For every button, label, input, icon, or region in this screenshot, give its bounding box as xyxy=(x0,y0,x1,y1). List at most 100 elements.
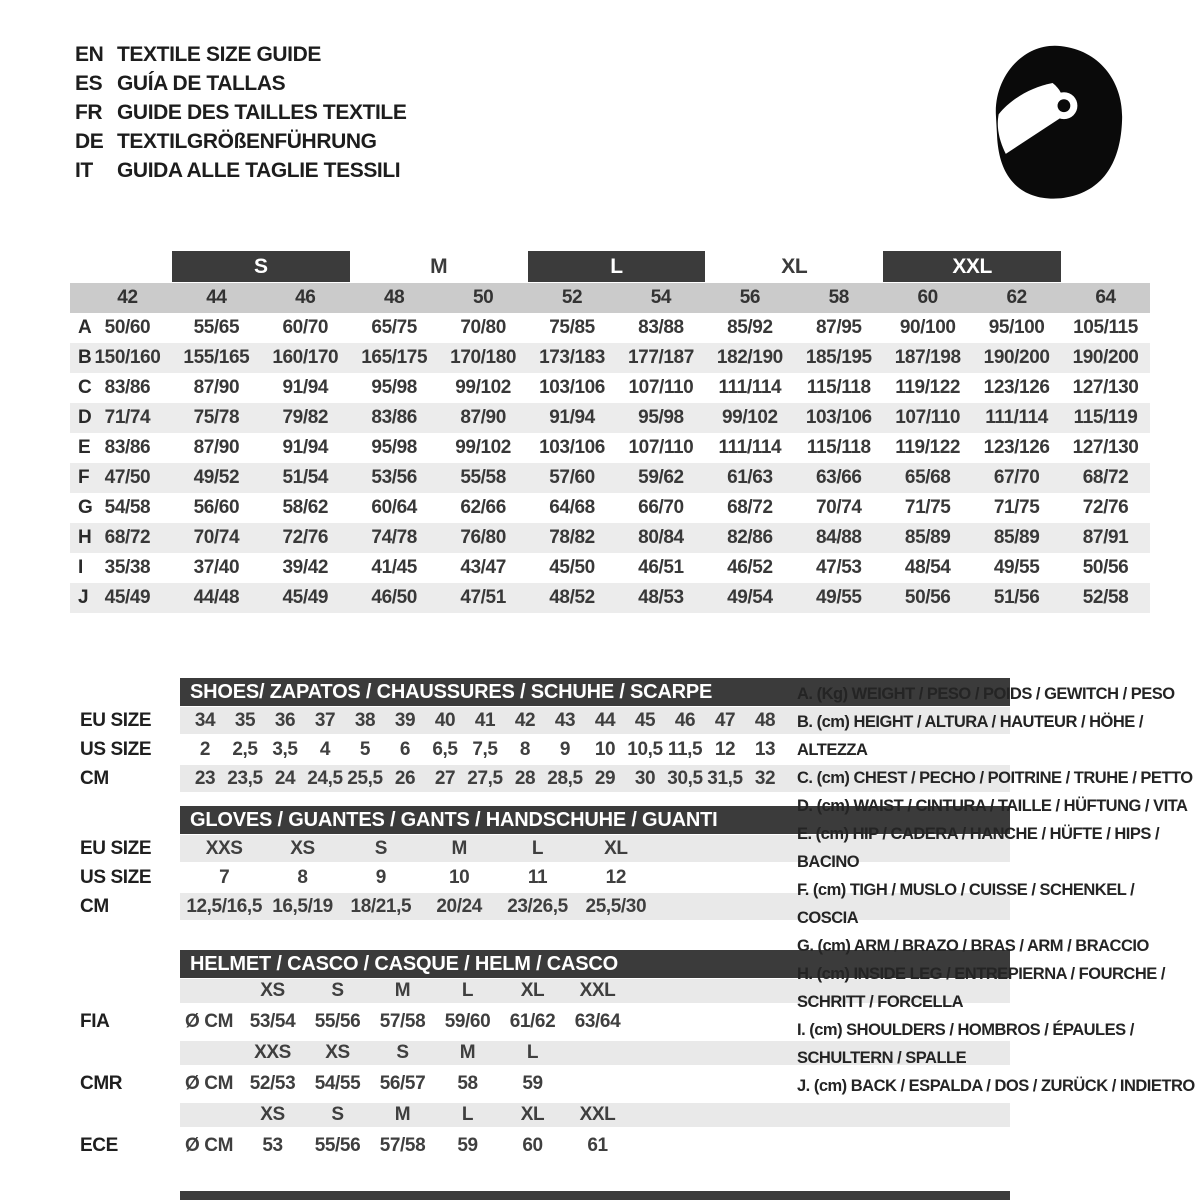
size-cell: 53/56 xyxy=(371,467,417,488)
shoes-value-cell: 35 xyxy=(234,709,256,731)
language-row: DE TEXTILGRÖßENFÜHRUNG xyxy=(75,127,406,156)
shoes-value-cell: 39 xyxy=(394,709,416,731)
size-group-s: S xyxy=(171,251,350,282)
size-group-m: M xyxy=(430,254,448,278)
row-letter: H xyxy=(78,527,92,548)
size-number-header-row: 42 44 46 48 50 52 54 56 58 60 62 64 xyxy=(70,283,1150,313)
size-column-header: 54 xyxy=(650,287,672,308)
size-group-xxl: XXL xyxy=(883,251,1062,282)
size-cell: 43/47 xyxy=(460,557,506,578)
size-cell: 67/70 xyxy=(993,467,1040,488)
measurement-row-h: H 68/72 70/74 72/76 74/78 76/80 78/82 80/84 82/8… xyxy=(70,523,1150,553)
language-code: IT xyxy=(75,158,93,182)
measurement-row-j: J 45/49 44/48 45/49 46/50 47/51 48/52 48/53 49/5… xyxy=(70,583,1150,613)
helmet-size-cell: XS xyxy=(260,980,285,1001)
size-cell: 50/60 xyxy=(104,317,151,338)
gloves-value-cell: 9 xyxy=(375,866,387,888)
standard-label: FIA xyxy=(80,1011,110,1032)
helmet-cm-cell: 57/58 xyxy=(379,1135,426,1156)
gloves-value-cell: 8 xyxy=(297,866,308,888)
measurement-rows: A 50/60 55/65 60/70 65/75 70/80 75/85 83/88 85/9… xyxy=(70,313,1150,613)
helmet-size-cell: L xyxy=(526,1042,539,1063)
size-cell: 65/68 xyxy=(904,467,951,488)
shoes-row-values: 23 23,5 24 24,5 25,5 26 27 27,5 28 28,5 29 30 30,5 31… xyxy=(185,764,785,793)
shoes-row: US SIZE 2 2,5 3,5 4 5 6 6,5 7,5 8 9 10 10,5 11,5 12 13 xyxy=(0,735,1200,764)
size-cell: 99/102 xyxy=(722,407,778,428)
size-cell: 95/100 xyxy=(988,317,1045,338)
size-cell: 119/122 xyxy=(895,437,961,458)
size-cell: 87/90 xyxy=(460,407,506,428)
row-band xyxy=(180,707,1010,734)
helmet-cm-cell: 59/60 xyxy=(444,1011,491,1032)
size-column-header: 64 xyxy=(1095,287,1116,308)
size-cell: 71/75 xyxy=(993,497,1040,518)
helmet-size-cell: XL xyxy=(520,980,545,1001)
helmet-cm-cell: 55/56 xyxy=(314,1011,361,1032)
shoes-value-cell: 25,5 xyxy=(347,767,383,789)
helmet-size-cell: S xyxy=(331,1104,344,1125)
size-cell: 111/114 xyxy=(718,437,782,458)
size-cell: 46/50 xyxy=(371,587,417,608)
shoes-value-cell: 12 xyxy=(714,738,736,760)
size-cell: 62/66 xyxy=(460,497,506,518)
helmet-size-cell: L xyxy=(461,980,474,1001)
shoes-value-cell: 30,5 xyxy=(667,767,703,789)
size-cell: 52/58 xyxy=(1082,587,1129,608)
size-cell: 83/86 xyxy=(104,377,151,398)
row-letter: I xyxy=(78,557,83,578)
row-letter: E xyxy=(78,437,91,458)
row-letter: F xyxy=(78,467,90,488)
helmet-section: HELMET / CASCO / CASQUE / HELM / CASCO X… xyxy=(0,950,1200,1164)
size-cell: 123/126 xyxy=(983,437,1050,458)
size-cell: 49/54 xyxy=(727,587,773,608)
gloves-row: CM 12,5/16,5 16,5/19 18/21,5 20/24 23/26,5 25,… xyxy=(0,892,1200,921)
language-code: ES xyxy=(75,71,103,95)
size-cell: 99/102 xyxy=(455,377,511,398)
shoes-value-cell: 24,5 xyxy=(307,767,343,789)
row-band xyxy=(180,1103,1010,1127)
size-cell: 182/190 xyxy=(716,347,783,368)
diameter-unit-label: Ø CM xyxy=(184,1011,233,1032)
gloves-section-header: GLOVES / GUANTES / GANTS / HANDSCHUHE / … xyxy=(180,806,1010,834)
measurement-row-i: I 35/38 37/40 39/42 41/45 43/47 45/50 46/51 46/5… xyxy=(70,553,1150,583)
helmet-values-row-ece: ECE Ø CM 53 55/56 57/58 59 60 61 xyxy=(0,1128,1200,1164)
helmet-cm-cell: 55/56 xyxy=(314,1135,361,1156)
shoes-value-cell: 13 xyxy=(754,738,776,760)
guide-title-es: GUÍA DE TALLAS xyxy=(117,71,286,95)
size-cell: 70/80 xyxy=(460,317,506,338)
helmet-cm-cell: 53/54 xyxy=(249,1011,296,1032)
size-cell: 87/90 xyxy=(193,437,240,458)
size-cell: 72/76 xyxy=(282,527,329,548)
shoes-value-cell: 48 xyxy=(754,709,776,731)
helmet-size-cell: XS xyxy=(325,1042,350,1063)
shoes-row-label: US SIZE xyxy=(80,738,152,760)
standard-label: CMR xyxy=(80,1073,123,1094)
size-cell: 170/180 xyxy=(450,347,517,368)
racing-helmet-icon-svg xyxy=(995,45,1123,199)
size-cell: 105/115 xyxy=(1073,317,1138,338)
gloves-value-cell: 12 xyxy=(605,866,627,888)
size-cell: 115/118 xyxy=(806,377,871,398)
shoes-rows: EU SIZE 34 35 36 37 38 39 40 41 42 43 44 45 46 47 48 US … xyxy=(0,706,1200,793)
row-band xyxy=(180,765,1010,792)
helmet-sizes-row-cmr: XXS XS S M L xyxy=(0,1040,1200,1066)
row-letter: D xyxy=(78,407,92,428)
legend-item: I. (cm) SHOULDERS / HOMBROS / ÉPAULES / … xyxy=(797,1021,1134,1067)
legend-item: F. (cm) TIGH / MUSLO / CUISSE / SCHENKEL… xyxy=(797,881,1135,927)
gloves-value-cell: 25,5/30 xyxy=(585,895,647,917)
size-column-header: 52 xyxy=(561,287,583,308)
row-band xyxy=(180,835,1010,862)
helmet-cm-values: 52/53 54/55 56/57 58 59 xyxy=(240,1066,630,1102)
shoes-row: EU SIZE 34 35 36 37 38 39 40 41 42 43 44 45 46 47 48 xyxy=(0,706,1200,735)
gloves-value-cell: M xyxy=(451,837,467,859)
gloves-value-cell: 11 xyxy=(527,866,548,888)
size-cell: 80/84 xyxy=(638,527,684,548)
size-cell: 95/98 xyxy=(638,407,684,428)
size-cell: 87/90 xyxy=(193,377,240,398)
size-cell: 103/106 xyxy=(539,437,605,458)
size-cell: 59/62 xyxy=(638,467,684,488)
shoes-value-cell: 43 xyxy=(554,709,576,731)
size-cell: 66/70 xyxy=(638,497,684,518)
gloves-value-cell: 16,5/19 xyxy=(272,895,333,917)
